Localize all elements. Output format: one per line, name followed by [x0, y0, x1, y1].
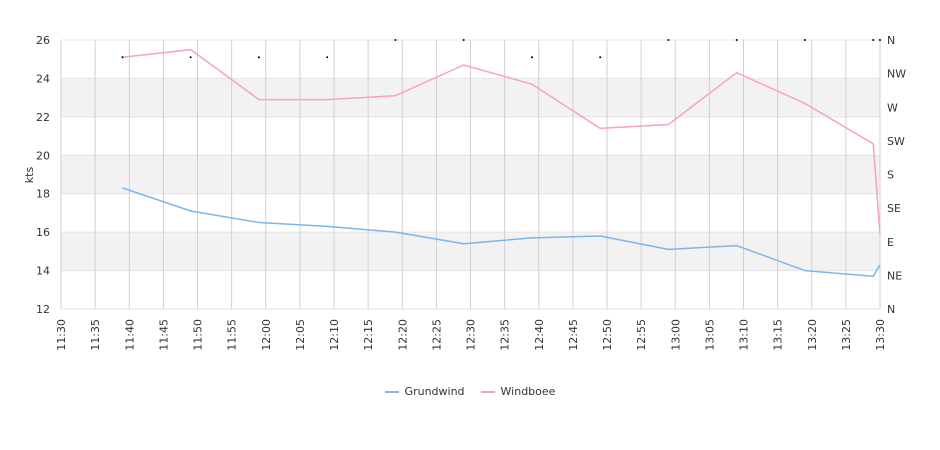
y-tick-label: 16 — [36, 226, 50, 239]
x-tick-label: 12:20 — [396, 319, 409, 351]
x-tick-label: 12:25 — [430, 319, 443, 351]
x-tick-label: 13:20 — [806, 319, 819, 351]
right-tick-label: E — [887, 236, 894, 249]
x-tick-label: 12:50 — [601, 319, 614, 351]
x-tick-label: 12:30 — [465, 319, 478, 351]
direction-marker — [735, 39, 738, 41]
legend-swatch-grundwind — [384, 390, 399, 393]
legend: Grundwind Windboee — [0, 385, 940, 398]
direction-marker — [257, 56, 260, 59]
x-tick-label: 12:35 — [499, 319, 512, 351]
y-axis-label: kts — [23, 167, 36, 184]
direction-marker — [872, 39, 875, 41]
direction-marker — [189, 56, 192, 59]
x-tick-label: 12:55 — [635, 319, 648, 351]
direction-marker — [879, 39, 881, 41]
direction-marker — [530, 56, 533, 59]
x-tick-label: 13:05 — [703, 319, 716, 351]
x-tick-label: 13:15 — [772, 319, 785, 351]
x-tick-label: 13:00 — [669, 319, 682, 351]
x-tick-label: 11:50 — [192, 319, 205, 351]
direction-markers — [121, 39, 881, 59]
direction-marker — [326, 56, 329, 59]
direction-marker — [462, 39, 465, 41]
x-tick-label: 11:45 — [157, 319, 170, 351]
right-tick-label: NE — [887, 269, 902, 282]
right-tick-label: W — [887, 101, 898, 114]
x-tick-label: 13:10 — [738, 319, 751, 351]
legend-label-windboee: Windboee — [500, 385, 556, 398]
right-tick-label: NW — [887, 68, 906, 81]
y-tick-label: 18 — [36, 188, 50, 201]
y-tick-label: 14 — [36, 265, 50, 278]
x-tick-label: 11:35 — [89, 319, 102, 351]
x-axis-ticks: 11:30 11:35 11:40 11:45 11:50 11:55 12:00 12:05… — [55, 319, 887, 351]
y-tick-label: 12 — [36, 303, 50, 316]
y-tick-label: 22 — [36, 111, 50, 124]
legend-item-windboee[interactable]: Windboee — [480, 385, 556, 398]
series-line-grundwind[interactable] — [122, 187, 881, 278]
direction-marker — [121, 56, 124, 59]
legend-swatch-windboee — [480, 390, 495, 393]
series-lines — [122, 48, 881, 278]
right-axis-ticks: N NW W SW S SE E NE N — [887, 34, 906, 316]
y-tick-label: 20 — [36, 149, 50, 162]
right-tick-label: SW — [887, 135, 905, 148]
x-tick-label: 12:45 — [567, 319, 580, 351]
series-line-windboee[interactable] — [122, 48, 881, 235]
x-tick-label: 12:05 — [294, 319, 307, 351]
x-tick-label: 13:25 — [840, 319, 853, 351]
right-tick-label: N — [887, 34, 895, 47]
x-tick-label: 11:30 — [55, 319, 68, 351]
y-tick-label: 26 — [36, 34, 50, 47]
y-axis-ticks: 12 14 16 18 20 22 24 26 — [36, 34, 50, 316]
x-tick-label: 12:10 — [328, 319, 341, 351]
x-tick-label: 12:00 — [260, 319, 273, 351]
x-tick-label: 12:40 — [533, 319, 546, 351]
x-tick-label: 11:40 — [123, 319, 136, 351]
x-tick-label: 12:15 — [362, 319, 375, 351]
x-tick-label: 11:55 — [226, 319, 239, 351]
right-tick-label: SE — [887, 202, 901, 215]
y-tick-label: 24 — [36, 72, 50, 85]
legend-label-grundwind: Grundwind — [404, 385, 465, 398]
vertical-gridlines — [60, 40, 881, 309]
x-tick-label: 13:30 — [874, 319, 887, 351]
direction-marker — [394, 39, 397, 41]
direction-marker — [599, 56, 602, 59]
legend-item-grundwind[interactable]: Grundwind — [384, 385, 465, 398]
right-tick-label: N — [887, 303, 895, 316]
right-tick-label: S — [887, 169, 894, 182]
direction-marker — [667, 39, 670, 41]
direction-marker — [803, 39, 806, 41]
